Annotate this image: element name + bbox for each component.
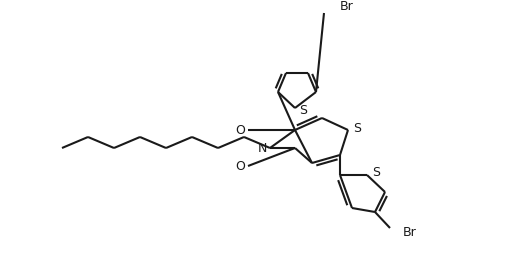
Text: S: S <box>353 121 361 135</box>
Text: S: S <box>372 167 380 179</box>
Text: S: S <box>299 104 307 118</box>
Text: Br: Br <box>340 1 354 13</box>
Text: N: N <box>257 141 267 155</box>
Text: O: O <box>235 124 245 136</box>
Text: O: O <box>235 159 245 173</box>
Text: Br: Br <box>403 226 417 238</box>
